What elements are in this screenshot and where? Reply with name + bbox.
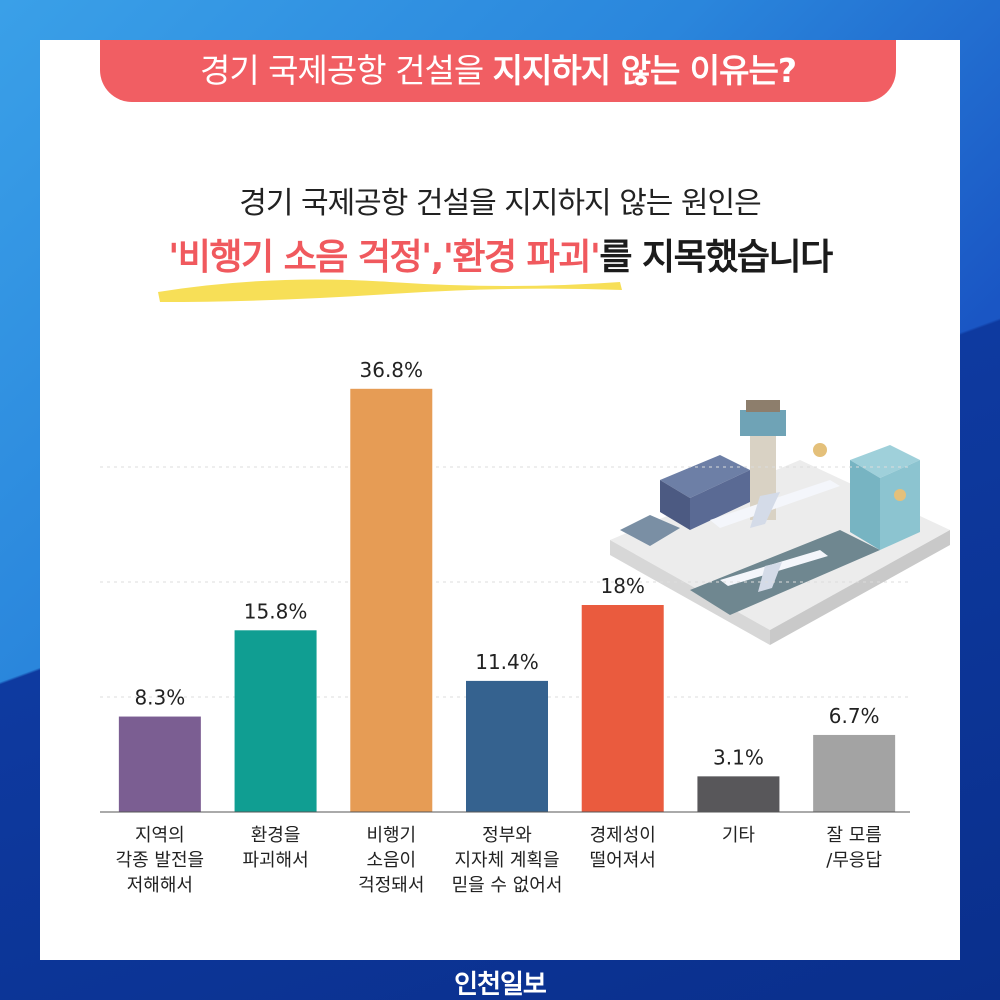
highlight-underline xyxy=(158,279,622,302)
bar-2 xyxy=(350,388,433,812)
bar-3 xyxy=(466,680,548,812)
category-label-5-0: 기타 xyxy=(722,825,756,846)
headline-rest: 를 지목했습니다 xyxy=(599,237,833,278)
category-label-0-1: 각종 발전을 xyxy=(116,850,205,871)
bar-1 xyxy=(234,630,317,812)
category-label-2-0: 비행기 xyxy=(366,825,416,846)
bar-5 xyxy=(697,776,780,812)
bar-value-label-3: 11.4% xyxy=(475,650,539,674)
category-label-3-0: 정부와 xyxy=(482,825,532,846)
headline-highlight-noise: '비행기 소음 걱정' xyxy=(168,237,432,278)
category-label-1-1: 파괴해서 xyxy=(242,850,308,871)
category-label-2-2: 걱정돼서 xyxy=(358,875,424,896)
category-label-0-0: 지역의 xyxy=(135,825,185,846)
bar-4 xyxy=(581,605,664,812)
category-label-4-0: 경제성이 xyxy=(590,825,656,846)
bar-0 xyxy=(118,716,201,812)
category-label-4-1: 떨어져서 xyxy=(590,850,656,871)
headline-comma: , xyxy=(430,237,445,278)
bar-value-label-6: 6.7% xyxy=(829,704,880,728)
category-label-6-0: 잘 모름 xyxy=(826,825,881,846)
header-title-bold: 지지하지 않는 이유는? xyxy=(492,51,797,90)
bar-value-label-4: 18% xyxy=(600,574,644,598)
subtitle: 경기 국제공항 건설을 지지하지 않는 원인은 xyxy=(239,186,761,221)
header-title-plain: 경기 국제공항 건설을 xyxy=(199,51,493,90)
bar-value-label-0: 8.3% xyxy=(134,686,185,710)
category-label-0-2: 저해해서 xyxy=(127,875,193,896)
bar-6 xyxy=(813,734,896,812)
airport-illustration xyxy=(610,400,950,645)
category-label-6-1: /무응답 xyxy=(826,850,882,871)
category-label-3-1: 지자체 계획을 xyxy=(454,850,559,871)
bar-value-label-5: 3.1% xyxy=(713,745,764,769)
bar-value-label-1: 15.8% xyxy=(244,599,308,623)
header-banner: 경기 국제공항 건설을 지지하지 않는 이유는? xyxy=(100,40,896,102)
category-label-3-2: 믿을 수 없어서 xyxy=(452,875,563,896)
category-label-1-0: 환경을 xyxy=(251,825,301,846)
headline-highlight-environment: '환경 파괴' xyxy=(442,237,601,278)
headline: '비행기 소음 걱정','환경 파괴'를 지목했습니다 xyxy=(40,228,960,280)
publisher-logo: 인천일보 xyxy=(454,970,547,1000)
category-label-2-1: 소음이 xyxy=(366,850,416,871)
bar-value-label-2: 36.8% xyxy=(360,358,424,382)
